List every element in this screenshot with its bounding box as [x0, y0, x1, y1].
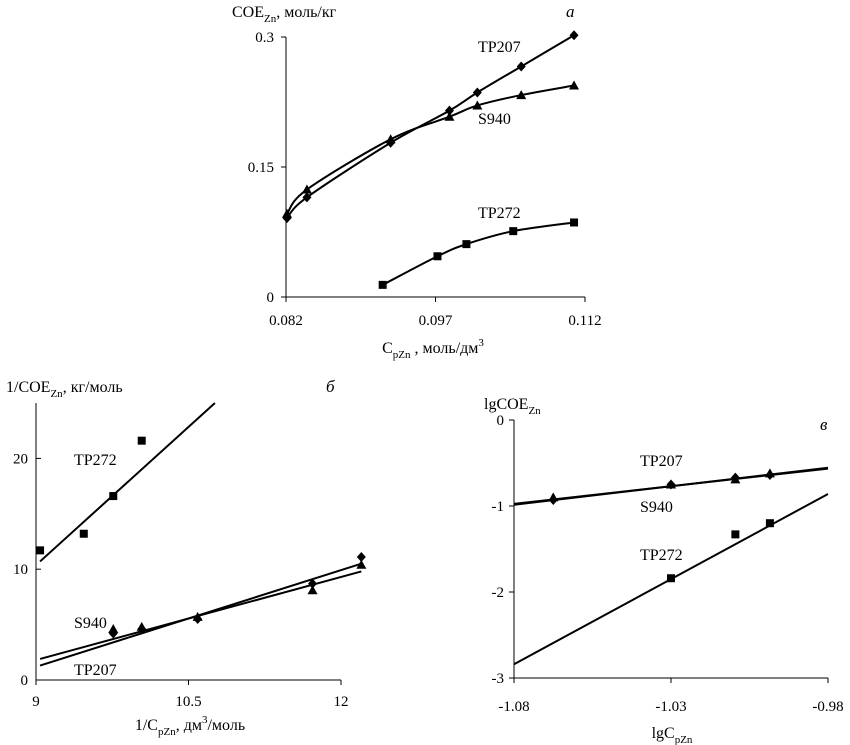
panel-a: а COEZn, моль/кг CpZn , моль/дм3 TP207 S…: [232, 2, 602, 361]
panel-b-tp207-point: [137, 624, 147, 635]
panel-a-s940-point: [569, 80, 580, 90]
panel-c-label-s940: S940: [640, 499, 673, 516]
panel-b-label-tp207: TP207: [74, 662, 117, 679]
panel-a-tp272-point: [570, 218, 579, 227]
panel-b-tp272-point: [109, 492, 118, 501]
panel-a-s940-point: [281, 208, 292, 218]
panel-a-xtick-label: 0.112: [568, 313, 601, 329]
panel-a-xlabel: CpZn , моль/дм3: [382, 337, 484, 361]
panel-a-tp207-point: [569, 30, 579, 41]
panel-a-tp207-line: [286, 34, 575, 219]
panel-a-s940-point: [472, 100, 483, 110]
panel-c-ytick-label: -1: [492, 499, 505, 515]
panel-a-s940-point: [516, 90, 527, 100]
panel-c-xtick-label: -0.98: [812, 699, 843, 715]
panel-a-tp272-line: [382, 221, 575, 286]
panel-c-ylabel: lgCOEZn: [484, 396, 541, 417]
panel-c-ytick-label: -3: [492, 671, 505, 687]
panel-b-s940-point: [307, 585, 318, 595]
panel-b-tp207-fit-line: [39, 562, 362, 667]
panel-c-tp272-point: [731, 530, 740, 539]
panel-a-s940-point: [385, 134, 396, 144]
panel-c-letter: в: [820, 415, 828, 434]
panel-b-tp272-point: [137, 436, 146, 445]
panel-b-ytick-label: 20: [13, 451, 28, 467]
panel-a-label-s940: S940: [478, 111, 511, 128]
panel-c-s940-point: [764, 468, 775, 478]
panel-c-s940-point: [548, 492, 559, 502]
panel-c-s940-point: [730, 474, 741, 484]
panel-a-tp272-point: [509, 227, 518, 236]
panel-c-ytick-label: -2: [492, 585, 505, 601]
panel-b-tp207-point: [356, 552, 366, 563]
panel-a-ytick-label: 0: [267, 290, 275, 306]
panel-a-s940-point: [444, 111, 455, 121]
panel-a-tp207-point: [302, 192, 312, 203]
panel-a-xtick-label: 0.097: [419, 313, 453, 329]
panel-a-tp207-point: [516, 61, 526, 72]
panel-a-label-tp207: TP207: [478, 39, 521, 56]
panel-b-tp272-point: [79, 529, 88, 538]
panel-b-ytick-label: 10: [13, 562, 28, 578]
panel-c-label-tp207: TP207: [640, 453, 683, 470]
panel-a-s940-line: [286, 84, 575, 215]
panel-b-xlabel: 1/CpZn, дм3/моль: [135, 714, 245, 738]
panel-b-tp272-fit-line: [39, 402, 216, 563]
panel-b-label-s940: S940: [74, 615, 107, 632]
panel-a-ytick-label: 0.15: [248, 160, 274, 176]
panel-b-tp207-point: [108, 628, 118, 639]
panel-c-xtick-label: -1.03: [655, 699, 686, 715]
panel-b-tp207-point: [193, 614, 203, 625]
panel-a-letter: а: [566, 2, 575, 21]
panel-b-letter: б: [326, 377, 335, 396]
panel-a-tp207-point: [444, 105, 454, 116]
panel-c-tp272-point: [765, 519, 774, 528]
panel-c-ytick-label: 0: [497, 413, 505, 429]
panel-c: в lgCOEZn lgCpZn TP207 S940 TP272 -1.08 -…: [484, 396, 844, 745]
panel-c-xlabel: lgCpZn: [652, 725, 693, 745]
panel-c-s940-point: [666, 479, 676, 489]
panel-b-ytick-label: 0: [21, 673, 29, 689]
panel-c-label-tp272: TP272: [640, 547, 683, 564]
panel-b-ylabel: 1/COEZn, кг/моль: [6, 379, 123, 400]
panel-c-tp272-point: [667, 574, 675, 583]
panel-a-label-tp272: TP272: [478, 205, 521, 222]
panel-b-tp207-point: [308, 578, 318, 589]
panel-a-ytick-label: 0.3: [255, 30, 274, 46]
panel-a-ylabel: COEZn, моль/кг: [232, 4, 337, 25]
panel-b-xtick-label: 12: [334, 694, 349, 710]
panel-a-tp272-point: [378, 280, 387, 289]
panel-a-tp272-point: [462, 240, 471, 249]
panel-b-tp272-point: [36, 546, 45, 555]
panel-a-tp207-point: [472, 87, 482, 98]
panel-a-s940-point: [301, 184, 312, 194]
panel-c-xtick-label: -1.08: [498, 699, 529, 715]
panel-b-xtick-label: 10.5: [175, 694, 201, 710]
panel-a-tp272-point: [433, 252, 442, 261]
panel-b-label-tp272: TP272: [74, 452, 117, 469]
panel-a-xtick-label: 0.082: [269, 313, 303, 329]
panel-b-xtick-label: 9: [32, 694, 40, 710]
panel-b: б 1/COEZn, кг/моль 1/CpZn, дм3/моль TP27…: [6, 377, 367, 738]
